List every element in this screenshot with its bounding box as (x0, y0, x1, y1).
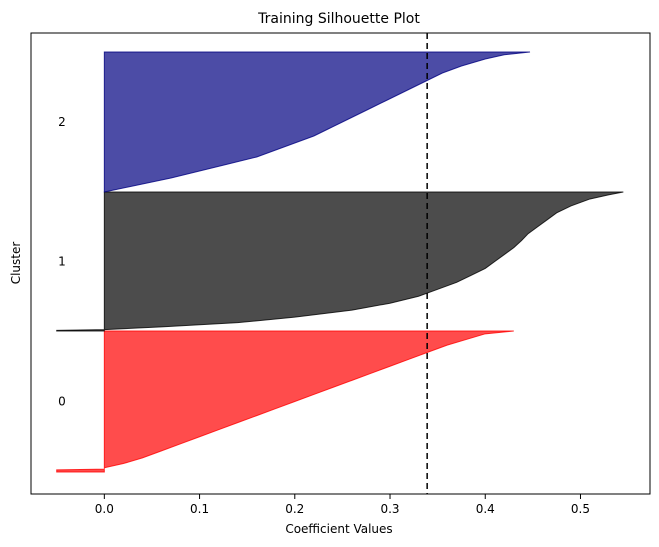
plot-area (30, 32, 651, 495)
cluster-2-silhouette (103, 51, 531, 193)
cluster-label-0: 0 (58, 395, 66, 409)
plot-frame (30, 32, 651, 495)
cluster-label-1: 1 (58, 255, 66, 269)
x-tick-label: 0.4 (476, 502, 495, 516)
cluster-fills (56, 51, 624, 473)
cluster-label-2: 2 (58, 115, 66, 129)
cluster-1-silhouette (56, 191, 624, 332)
cluster-0-silhouette (56, 330, 514, 473)
x-axis-label: Coefficient Values (285, 522, 392, 536)
x-tick-label: 0.5 (571, 502, 590, 516)
x-tick-label: 0.0 (95, 502, 114, 516)
x-tick-label: 0.3 (380, 502, 399, 516)
x-axis-ticks: 0.0 0.1 0.2 0.3 0.4 0.5 (95, 494, 590, 516)
cluster-labels: 0 1 2 (58, 115, 66, 409)
x-tick-label: 0.2 (285, 502, 304, 516)
x-tick-label: 0.1 (190, 502, 209, 516)
y-axis-label: Cluster (9, 242, 23, 285)
chart-title: Training Silhouette Plot (257, 11, 420, 27)
